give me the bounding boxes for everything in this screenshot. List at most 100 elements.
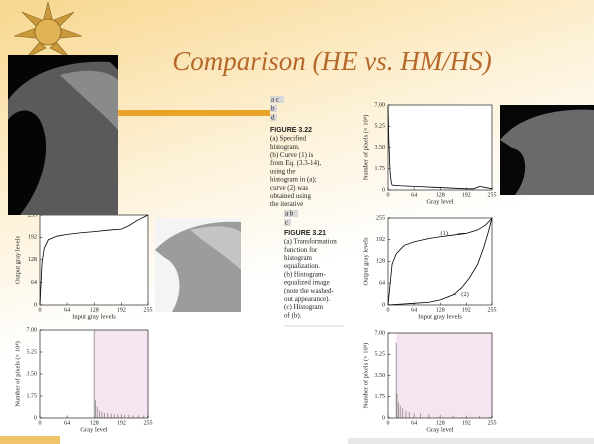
x-tick-label: 0 [39,420,42,426]
x-tick-label: 192 [117,307,126,313]
caption-line: from Eq. (3.3-14), [270,159,321,167]
x-tick-label: 128 [90,420,99,426]
bar [143,415,144,418]
bar [97,407,98,418]
bar [428,414,429,418]
moon-image [8,55,118,215]
shaded-region [396,333,492,418]
bar [107,413,108,418]
caption-line: out appearance). [284,295,330,303]
bar [396,343,397,418]
x-axis-label: Gray level [80,426,107,433]
x-tick-label: 0 [39,307,42,313]
bar [99,410,100,418]
x-tick-label: 128 [90,307,99,313]
caption-line: function for [284,246,318,254]
title-rule [118,110,270,116]
bar [440,415,441,418]
x-tick-label: 64 [64,420,70,426]
x-tick-label: 0 [387,420,390,426]
y-axis-label: Number of pixels (× 10⁴) [362,343,369,409]
bar [414,413,415,418]
bar [453,416,454,418]
shaded-region [94,330,148,418]
bar [95,400,96,418]
y-tick-label: 3.50 [375,145,386,151]
y-tick-label: 0 [382,302,385,308]
bar [118,414,119,418]
y-tick-label: 1.75 [375,394,386,400]
y-tick-label: 0 [34,415,37,421]
bar [420,414,421,418]
bar [121,414,122,418]
bar [129,415,130,418]
y-tick-label: 0 [382,187,385,193]
x-tick-label: 255 [144,307,153,313]
x-tick-label: 64 [411,420,417,426]
caption-line: d [271,114,275,122]
bar [114,414,115,418]
y-tick-label: 5.25 [375,352,386,358]
y-tick-label: 255 [376,215,385,221]
caption-line: using the [270,167,295,175]
plot-area [388,105,492,190]
x-tick-label: 64 [411,192,417,198]
caption-line: (a) Specified [270,135,306,143]
caption-line: equalization. [284,262,320,270]
y-tick-label: 7.00 [375,102,386,108]
caption-line: the iterative [270,200,303,208]
x-axis-label: Input gray levels [418,313,462,320]
footer-strip [0,436,60,444]
x-tick-label: 128 [436,420,445,426]
bar [101,412,102,418]
y-tick-label: 7.00 [27,327,38,333]
y-tick-label: 3.50 [27,371,38,377]
bar [406,411,407,418]
caption-line: a c [271,96,279,104]
bar [111,414,112,418]
bar [398,402,399,418]
x-tick-label: 64 [64,307,70,313]
caption-line: a b [285,210,294,218]
caption-line: (b) Curve (1) is [270,151,314,159]
y-axis-label: Number of pixels (× 10⁴) [362,115,369,181]
bar [397,394,398,418]
bar [409,412,410,418]
x-tick-label: 192 [117,420,126,426]
y-axis-label: Output gray levels [14,236,21,284]
series-label: (2) [461,291,469,298]
y-tick-label: 192 [28,235,37,241]
caption-line: histogram in (a); [270,176,317,184]
x-axis-label: Gray level [426,426,453,433]
y-tick-label: 1.75 [27,393,38,399]
y-tick-label: 0 [34,302,37,308]
y-tick-label: 64 [379,281,385,287]
y-tick-label: 5.25 [27,349,38,355]
x-tick-label: 255 [144,420,153,426]
x-tick-label: 192 [462,192,471,198]
x-tick-label: 255 [488,420,497,426]
caption-line: b [271,105,275,113]
x-axis-label: Input gray levels [72,313,116,320]
x-tick-label: 0 [387,192,390,198]
footer-strip [348,438,594,444]
bar [138,415,139,418]
x-tick-label: 0 [387,307,390,313]
y-tick-label: 128 [376,259,385,265]
y-axis-label: Output gray levels [362,237,369,285]
y-tick-label: 128 [28,257,37,263]
x-tick-label: 255 [488,307,497,313]
bar [402,408,403,418]
y-tick-label: 7.00 [375,330,386,336]
bar [104,413,105,418]
x-tick-label: 192 [462,420,471,426]
bar [133,415,134,418]
bar [400,406,401,418]
caption-line: (b) Histogram- [284,270,326,278]
x-tick-label: 128 [436,192,445,198]
slide-title: Comparison (HE vs. HM/HS) [172,46,491,76]
caption-line: histogram [284,254,313,262]
x-axis-label: Gray level [426,198,453,205]
y-tick-label: 0 [382,415,385,421]
caption-line: equalized image [284,279,330,287]
